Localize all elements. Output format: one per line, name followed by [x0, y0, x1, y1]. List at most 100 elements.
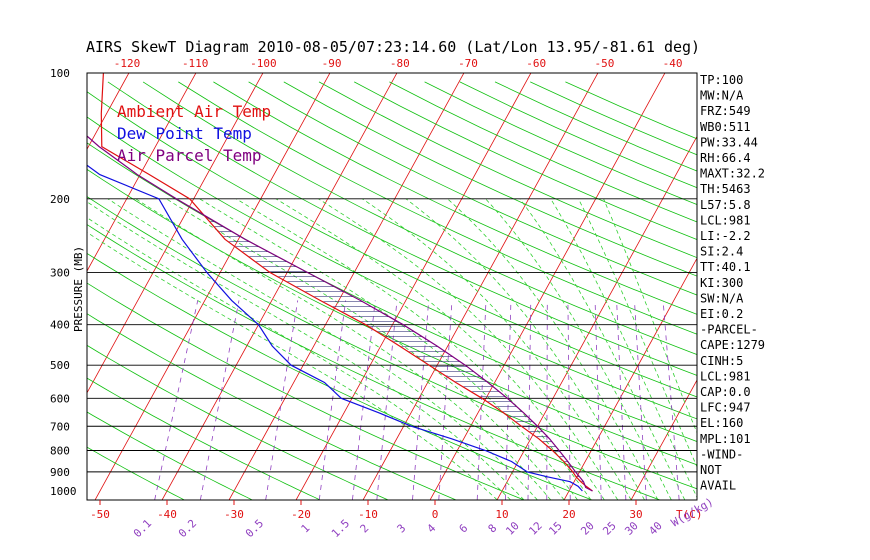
mixing-ratio-line: [527, 300, 532, 500]
mixing-ratio-label: 2: [358, 522, 372, 536]
moist-adiabat-line: [165, 198, 565, 500]
mixing-ratio-line: [662, 300, 680, 500]
dry-adiabat-line: [389, 81, 697, 223]
mixing-ratio-line: [634, 300, 647, 500]
isotherm-line: [630, 379, 697, 500]
pressure-tick-label: 600: [50, 392, 70, 405]
legend-item-air-parcel-temp: Air Parcel Temp: [117, 146, 262, 165]
mixing-ratio-line: [546, 300, 548, 500]
top-temp-tick-label: -60: [526, 57, 546, 70]
legend-item-ambient-air-temp: Ambient Air Temp: [117, 102, 271, 121]
index-label: SW:N/A: [700, 291, 744, 305]
temp-tick-label: -30: [224, 508, 244, 521]
index-label: AVAIL: [700, 479, 736, 493]
dry-adiabat-line: [87, 377, 321, 500]
pressure-tick-label: 900: [50, 466, 70, 479]
moist-adiabat-line: [578, 198, 697, 468]
dry-adiabat-line: [87, 344, 389, 500]
mixing-ratio-label: 12: [526, 519, 545, 538]
isotherm-line: [563, 257, 697, 500]
moist-adiabat-line: [87, 217, 511, 500]
index-label: CINH:5: [700, 354, 743, 368]
dry-adiabat-line: [87, 282, 524, 500]
isotherm-line: [295, 73, 532, 500]
dry-adiabat-line: [87, 91, 697, 398]
mixing-ratio-line: [616, 300, 627, 500]
temp-tick-label: 20: [562, 508, 575, 521]
dry-adiabat-line: [107, 81, 697, 376]
dry-adiabat-line: [87, 196, 697, 490]
dry-adiabat-line: [318, 81, 697, 259]
dry-adiabat-line: [248, 81, 697, 296]
temp-tick-label: 0: [432, 508, 439, 521]
dry-adiabat-line: [283, 81, 697, 277]
index-label: MPL:101: [700, 432, 751, 446]
mixing-ratio-label: 0.5: [243, 517, 266, 540]
index-label: MW:N/A: [700, 89, 744, 103]
pressure-tick-label: 300: [50, 266, 70, 279]
mixing-ratio-label: 15: [546, 519, 565, 538]
isotherm-line: [228, 73, 465, 500]
dry-adiabat-line: [459, 81, 697, 189]
temp-tick-label: -40: [157, 508, 177, 521]
y-axis-label: PRESSURE (MB): [72, 246, 85, 332]
index-label: LI:-2.2: [700, 229, 751, 243]
temp-tick-label: -50: [90, 508, 110, 521]
index-label: TH:5463: [700, 182, 751, 196]
top-temp-tick-label: -50: [594, 57, 614, 70]
index-label: CAP:0.0: [700, 385, 751, 399]
index-label: LFC:947: [700, 401, 751, 415]
index-label: KI:300: [700, 276, 743, 290]
moist-adiabat-line: [550, 198, 697, 499]
mixing-ratio-label: 6: [457, 522, 471, 536]
mixing-ratio-label: 8: [486, 522, 500, 536]
mixing-ratio-label: 30: [622, 519, 641, 538]
mixing-ratio-label: 1: [299, 522, 313, 536]
index-label: CAPE:1279: [700, 338, 765, 352]
dry-adiabat-line: [494, 81, 697, 172]
mixing-ratio-line: [199, 300, 240, 500]
legend: Ambient Air Temp Dew Point Temp Air Parcel…: [117, 102, 271, 165]
temp-tick-label: -20: [291, 508, 311, 521]
mixing-ratio-line: [412, 300, 430, 500]
temp-tick-label: 10: [495, 508, 508, 521]
ambient-air-temp-line: [100, 73, 593, 492]
top-temp-tick-label: -110: [182, 57, 209, 70]
dry-adiabat-line: [213, 81, 697, 315]
pressure-tick-label: 700: [50, 420, 70, 433]
dew-point-temp-line: [87, 164, 583, 492]
isotherm-line: [87, 73, 197, 272]
isotherm-line: [87, 73, 130, 151]
isotherm-line: [429, 73, 666, 500]
moist-adiabat-line: [485, 198, 672, 500]
pressure-tick-label: 100: [50, 67, 70, 80]
moist-adiabat-line: [447, 198, 659, 500]
air-parcel-temp-line: [87, 135, 593, 492]
mixing-ratio-label: 20: [578, 519, 597, 538]
moist-adiabat-line: [275, 198, 605, 500]
moist-adiabat-line: [107, 198, 538, 500]
index-label: SI:2.4: [700, 245, 743, 259]
index-label: WB0:511: [700, 120, 751, 134]
moist-adiabat-line: [362, 198, 632, 500]
moist-adiabat-line: [318, 198, 619, 500]
isotherm-line: [832, 64, 870, 500]
mixing-ratio-label: 25: [600, 519, 619, 538]
pressure-tick-label: 200: [50, 193, 70, 206]
dry-adiabat-line: [87, 116, 697, 420]
plot-frame: [86, 72, 698, 501]
pressure-tick-label: 1000: [50, 485, 77, 498]
isotherm-line: [0, 64, 67, 500]
mixing-ratio-label: 3: [395, 522, 409, 536]
pressure-tick-label: 500: [50, 359, 70, 372]
moist-adiabat-line: [87, 201, 525, 500]
mixing-ratio-line: [265, 300, 299, 500]
dry-adiabat-line: [142, 81, 697, 356]
moist-adiabat-line: [199, 198, 578, 500]
dry-adiabat-line: [87, 313, 456, 500]
pressure-tick-label: 400: [50, 319, 70, 332]
moist-adiabat-line: [405, 198, 645, 500]
moist-adiabat-line: [87, 231, 498, 500]
